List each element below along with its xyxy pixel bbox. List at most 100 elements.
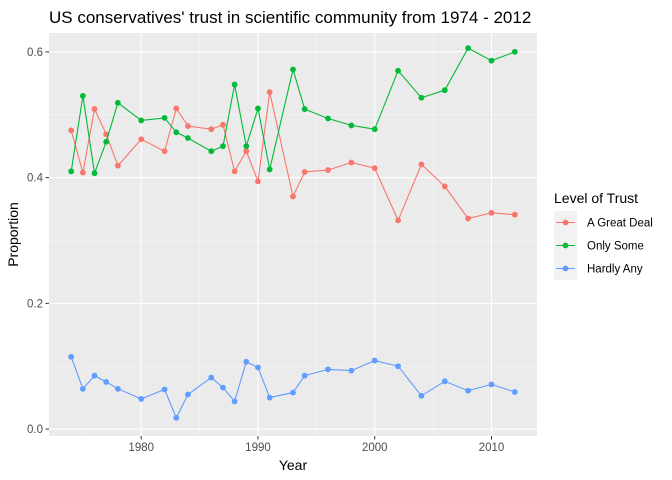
data-point <box>418 392 425 399</box>
data-point <box>231 81 238 88</box>
data-point <box>173 414 180 421</box>
data-point <box>173 105 180 112</box>
data-point <box>325 366 331 373</box>
data-point <box>68 168 75 175</box>
data-point <box>103 138 110 145</box>
x-tick-label: 2000 <box>362 442 388 454</box>
data-point <box>208 374 215 381</box>
series-layer <box>68 45 518 421</box>
legend-title: Level of Trust <box>554 190 638 206</box>
data-point <box>173 129 180 136</box>
data-point <box>465 387 472 394</box>
data-point <box>161 386 168 393</box>
x-tick-label: 1980 <box>128 442 154 454</box>
legend-item: Hardly Any <box>554 257 643 280</box>
data-point <box>91 106 98 112</box>
data-point <box>103 379 110 385</box>
data-point <box>325 167 331 173</box>
series-line <box>70 47 515 176</box>
data-point <box>301 372 308 379</box>
series-hardly-any <box>68 353 518 421</box>
data-point <box>79 92 86 99</box>
data-point <box>266 166 273 173</box>
legend-item: Only Some <box>554 234 644 257</box>
data-point <box>114 385 121 392</box>
data-point <box>79 385 86 392</box>
data-point <box>488 381 495 388</box>
data-point <box>79 169 86 176</box>
data-point <box>138 136 145 143</box>
data-point <box>301 106 308 112</box>
data-point <box>301 169 308 175</box>
data-point <box>208 126 215 133</box>
data-point <box>255 105 261 112</box>
legend-label: Only Some <box>587 241 644 253</box>
data-point <box>441 183 448 190</box>
data-point <box>114 99 121 106</box>
data-point <box>511 211 518 218</box>
plot-panel <box>49 33 537 436</box>
data-point <box>243 148 250 155</box>
legend: Level of Trust A Great Deal Only Some Hard… <box>554 190 653 280</box>
data-point <box>488 57 495 64</box>
data-point <box>161 114 168 121</box>
data-point <box>488 209 495 216</box>
data-point <box>185 391 191 398</box>
legend-item: A Great Deal <box>554 211 653 234</box>
data-point <box>441 378 448 385</box>
data-point <box>185 123 191 129</box>
y-axis-title: Proportion <box>5 202 21 267</box>
data-point <box>465 215 472 222</box>
legend-label: Hardly Any <box>587 264 643 276</box>
data-point <box>255 178 261 185</box>
data-point <box>185 135 191 141</box>
y-tick-label: 0.6 <box>27 47 43 59</box>
data-point <box>325 115 331 122</box>
data-point <box>138 396 145 402</box>
y-tick-label: 0.4 <box>27 173 44 185</box>
legend-key-point <box>562 242 569 249</box>
data-point <box>255 364 261 371</box>
data-point <box>418 161 425 168</box>
data-point <box>91 170 98 177</box>
data-point <box>231 398 238 405</box>
data-point <box>371 357 378 364</box>
y-tick-label: 0.2 <box>27 298 43 310</box>
data-point <box>231 168 238 175</box>
data-point <box>220 384 226 391</box>
data-point <box>138 117 145 124</box>
data-point <box>220 143 226 150</box>
data-point <box>266 394 273 401</box>
data-point <box>220 121 226 128</box>
data-point <box>290 66 296 73</box>
x-tick-label: 2010 <box>479 442 505 454</box>
series-line <box>70 91 515 222</box>
data-point <box>114 162 121 169</box>
data-point <box>161 148 168 155</box>
data-point <box>465 45 472 51</box>
chart-title: US conservatives' trust in scientific co… <box>49 8 531 27</box>
series-a-great-deal <box>68 89 518 224</box>
data-point <box>290 193 296 200</box>
data-point <box>68 353 75 360</box>
y-tick-label: 0.0 <box>27 424 43 436</box>
data-point <box>395 363 401 370</box>
data-point <box>68 127 75 134</box>
legend-key-point <box>562 265 569 272</box>
data-point <box>290 389 296 396</box>
y-axis: 0.0 0.2 0.4 0.6 <box>27 47 49 436</box>
x-axis: 1980 1990 2000 2010 <box>128 436 504 454</box>
data-point <box>395 67 401 74</box>
legend-label: A Great Deal <box>587 218 653 230</box>
data-point <box>266 89 273 95</box>
data-point <box>243 358 250 365</box>
legend-key-point <box>562 219 569 226</box>
data-point <box>243 143 250 150</box>
data-point <box>511 389 518 395</box>
data-point <box>348 122 355 129</box>
data-point <box>441 87 448 94</box>
data-point <box>371 126 378 133</box>
data-point <box>348 367 355 374</box>
data-point <box>208 148 215 155</box>
